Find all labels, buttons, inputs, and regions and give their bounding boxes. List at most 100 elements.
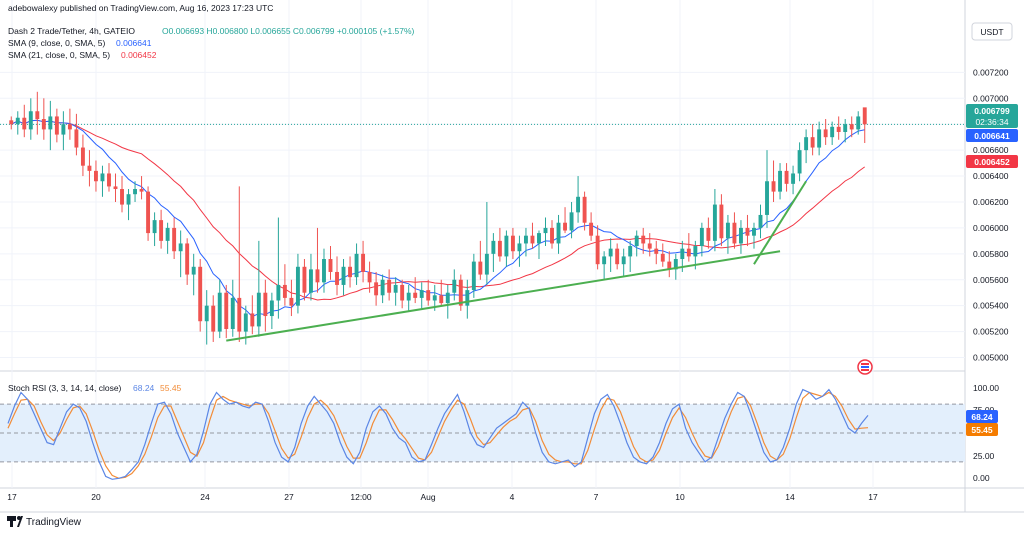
candle-body [387, 279, 392, 293]
candle-body [478, 261, 483, 275]
candle-body [725, 222, 730, 239]
sma21-legend: SMA (21, close, 0, SMA, 5) [8, 50, 110, 60]
candle-body [752, 227, 756, 236]
candle-body [133, 189, 137, 195]
candle-body [452, 279, 457, 293]
rsi-k-tag: 68.24 [966, 410, 998, 423]
candle-body [458, 279, 463, 306]
candle-body [276, 284, 281, 301]
candle-body [817, 129, 822, 148]
sma9-price-tag: 0.006641 [966, 129, 1018, 142]
sma21-price-tag: 0.006452 [966, 155, 1018, 168]
last-price-tag: 0.006799 02:36:34 [966, 104, 1018, 128]
candle-body [686, 248, 691, 257]
candle-body [673, 259, 678, 270]
candle-body [465, 290, 470, 306]
candle-body [400, 284, 405, 301]
candle-body [237, 297, 242, 332]
candle-body [341, 266, 346, 285]
rsi-tick-25: 25.00 [973, 451, 995, 461]
candle-body [602, 256, 607, 265]
candle-body [484, 253, 489, 275]
candle-body [302, 266, 307, 293]
candle-body [100, 173, 105, 182]
candle-body [471, 261, 476, 291]
candle-body [497, 240, 502, 257]
price-tick-label: 0.005200 [973, 327, 1009, 337]
candle-body [322, 259, 326, 283]
tradingview-logo[interactable] [7, 516, 23, 527]
price-tick-label: 0.006000 [973, 223, 1009, 233]
candle-body [289, 297, 294, 306]
candle-body [843, 124, 848, 132]
candle-body [393, 284, 398, 293]
time-tick-label: 10 [675, 492, 685, 502]
candle-body [576, 196, 581, 213]
candlesticks [9, 91, 867, 345]
candle-body [628, 246, 633, 257]
candle-body [810, 137, 815, 148]
price-axis[interactable]: 0.0072000.0070000.0068000.0066000.006400… [973, 67, 1009, 362]
us-flag-event-icon[interactable] [857, 359, 873, 375]
price-tick-label: 0.005000 [973, 353, 1009, 363]
bar-countdown: 02:36:34 [975, 117, 1008, 127]
candle-body [22, 117, 27, 130]
currency-label: USDT [980, 27, 1003, 37]
sma9-line [11, 119, 865, 318]
candle-body [654, 248, 659, 254]
candle-body [491, 240, 496, 254]
sma-lines [11, 119, 865, 318]
sma9-legend-value: 0.006641 [116, 38, 152, 48]
candle-body [41, 119, 46, 130]
candle-body [732, 222, 737, 244]
price-tick-label: 0.006400 [973, 171, 1009, 181]
candle-body [54, 116, 59, 135]
stoch-rsi-pane [0, 388, 965, 480]
currency-button[interactable] [971, 22, 1013, 41]
candle-body [804, 137, 809, 151]
candle-body [849, 124, 854, 130]
candle-body [856, 116, 861, 130]
candle-body [198, 266, 203, 322]
candle-body [380, 279, 385, 296]
price-tick-label: 0.006600 [973, 145, 1009, 155]
candle-body [608, 248, 613, 257]
candle-body [178, 243, 183, 252]
candle-body [510, 235, 515, 252]
time-axis[interactable]: 17 20 24 27 12:00 Aug 4 7 10 14 17 [7, 492, 878, 502]
price-tick-label: 0.007200 [973, 67, 1009, 77]
time-tick-label: 17 [7, 492, 17, 502]
stoch-rsi-k-value: 68.24 [133, 383, 155, 393]
candle-body [634, 235, 639, 247]
publish-info: adebowalexy published on TradingView.com… [8, 3, 273, 13]
candle-body [224, 292, 229, 330]
candle-body [504, 235, 509, 257]
candle-body [712, 204, 717, 241]
candle-body [107, 173, 111, 187]
candle-body [556, 222, 561, 244]
time-tick-label: 4 [510, 492, 515, 502]
brand-name: TradingView [26, 517, 82, 528]
candle-body [113, 186, 118, 190]
candle-body [589, 222, 594, 236]
candle-body [146, 191, 151, 234]
candle-body [563, 222, 567, 231]
candle-body [348, 266, 352, 278]
candle-body [139, 189, 144, 192]
time-tick-label: 20 [91, 492, 101, 502]
candle-body [823, 129, 828, 138]
sma21-line [11, 119, 865, 301]
candle-body [204, 305, 209, 322]
candle-body [771, 181, 776, 192]
candle-body [797, 150, 802, 174]
candle-body [582, 196, 587, 223]
time-tick-label: 27 [284, 492, 294, 502]
candle-body [315, 269, 320, 283]
candle-body [680, 248, 685, 260]
candle-body [172, 227, 177, 252]
candle-body [784, 170, 789, 184]
candle-body [354, 253, 359, 278]
rsi-tick-100: 100.00 [973, 383, 999, 393]
